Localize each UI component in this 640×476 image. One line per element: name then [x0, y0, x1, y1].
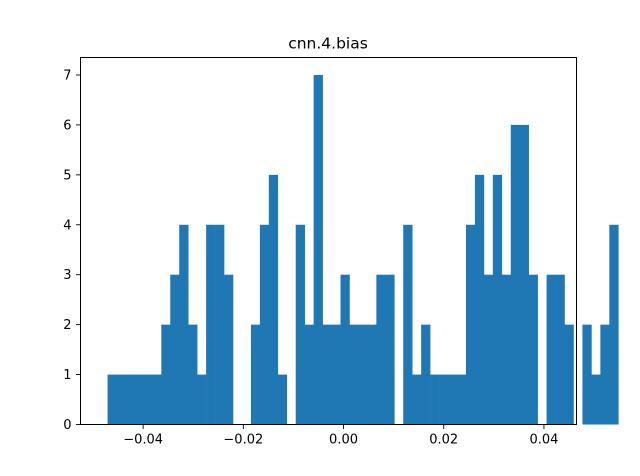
histogram-bars [107, 74, 619, 425]
histogram-bar [277, 374, 288, 425]
histogram-bar [519, 124, 529, 425]
histogram-bar [215, 224, 225, 425]
histogram-bar [152, 374, 162, 425]
histogram-bar [206, 224, 216, 425]
histogram-bar [430, 374, 440, 425]
histogram-bar [349, 324, 359, 425]
histogram-bar [125, 374, 135, 425]
y-tick-label: 0 [63, 418, 71, 433]
x-axis-ticks: −0.04 −0.02 0.00 0.02 0.04 [123, 424, 558, 448]
histogram-bar [483, 274, 494, 425]
histogram-bar [358, 324, 368, 425]
histogram-bar [304, 324, 314, 425]
histogram-bar [179, 224, 189, 425]
histogram-bar [107, 374, 117, 425]
histogram-bar [268, 174, 279, 425]
histogram-bar [456, 374, 467, 425]
x-tick-label: 0.02 [429, 433, 458, 448]
histogram-bar [322, 324, 332, 425]
histogram-bar [340, 274, 350, 425]
histogram-bar [421, 324, 431, 425]
y-tick-label: 5 [63, 168, 71, 183]
histogram-bar [439, 374, 449, 425]
histogram-bar [501, 274, 512, 425]
histogram-bar [528, 274, 538, 425]
y-tick-label: 4 [63, 218, 71, 233]
histogram-bar [295, 224, 305, 425]
histogram-bar [609, 224, 619, 425]
histogram-bar [143, 374, 153, 425]
histogram-bar [600, 324, 610, 425]
histogram-bar [259, 224, 270, 425]
histogram-bar [331, 324, 341, 425]
histogram-bar [161, 324, 171, 425]
x-tick-label: 0.00 [329, 433, 358, 448]
histogram-bar [474, 174, 485, 425]
y-tick-label: 3 [63, 268, 71, 283]
histogram-bar [412, 374, 422, 425]
chart-title: cnn.4.bias [288, 35, 368, 53]
y-axis-ticks: 0 1 2 3 4 5 6 7 [63, 68, 81, 433]
histogram-bar [582, 324, 592, 425]
histogram-bar [385, 274, 395, 425]
histogram-bar [376, 274, 386, 425]
histogram-bar [116, 374, 126, 425]
plot-frame [80, 57, 577, 425]
histogram-bar [313, 74, 323, 425]
histogram-bar [564, 324, 574, 425]
x-tick-label: −0.02 [223, 433, 263, 448]
y-tick-label: 2 [63, 318, 71, 333]
histogram-bar [197, 374, 207, 425]
x-tick-label: 0.04 [529, 433, 558, 448]
histogram-bar [510, 124, 521, 425]
histogram-bar [224, 274, 234, 425]
y-tick-label: 1 [63, 368, 71, 383]
histogram-bar [591, 374, 601, 425]
histogram-bar [546, 274, 556, 425]
histogram-bar [367, 324, 377, 425]
x-tick-label: −0.04 [123, 433, 163, 448]
y-tick-label: 6 [63, 118, 71, 133]
histogram-bar [448, 374, 458, 425]
histogram-bar [170, 274, 180, 425]
histogram-bar [188, 324, 198, 425]
histogram-bar [465, 224, 476, 425]
histogram-bar [403, 224, 413, 425]
y-tick-label: 7 [63, 68, 71, 83]
histogram-bar [134, 374, 144, 425]
histogram-bar [555, 274, 565, 425]
histogram-bar [492, 174, 503, 425]
histogram-bar [250, 324, 261, 425]
